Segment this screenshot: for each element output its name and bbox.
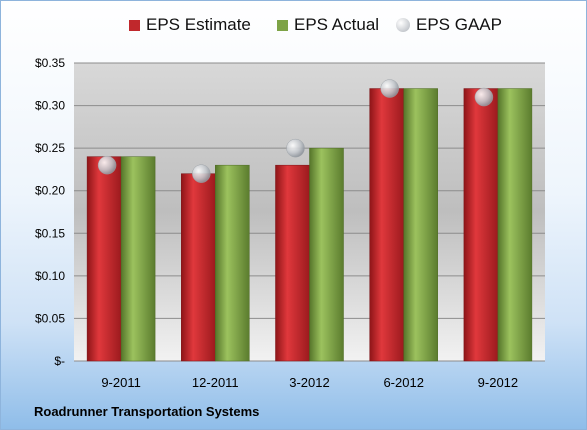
legend-label-eps-actual: EPS Actual (294, 15, 380, 34)
bar-eps-actual-9-2012 (497, 88, 533, 362)
marker-eps-gaap-6-2012 (380, 79, 399, 98)
y-tick-label: $0.20 (35, 184, 65, 198)
y-tick-label: $0.15 (35, 226, 65, 240)
x-tick-label: 12-2011 (192, 375, 239, 390)
bar-eps-actual-9-2011 (120, 156, 156, 362)
y-tick-label: $0.25 (35, 141, 65, 155)
bar-eps-actual-6-2012 (403, 88, 438, 362)
bar-eps-estimate-9-2012 (463, 88, 499, 362)
bar-eps-actual-12-2011 (215, 164, 250, 362)
bar-eps-estimate-3-2012 (275, 164, 310, 362)
x-tick-label: 3-2012 (289, 375, 329, 390)
marker-eps-gaap-12-2011 (192, 164, 211, 183)
x-tick-label: 9-2011 (101, 375, 141, 390)
y-tick-label: $- (54, 354, 65, 368)
x-tick-label: 6-2012 (383, 375, 423, 390)
y-tick-label: $0.35 (35, 56, 65, 70)
marker-eps-gaap-9-2011 (97, 155, 117, 175)
legend: EPS Estimate EPS Actual EPS GAAP (1, 15, 586, 43)
bar-eps-estimate-6-2012 (369, 88, 404, 362)
bar-eps-estimate-12-2011 (181, 173, 216, 362)
legend-item-eps-estimate: EPS Estimate (129, 15, 251, 35)
legend-marker-eps-gaap (396, 18, 410, 32)
marker-eps-gaap-9-2012 (474, 87, 494, 107)
marker-eps-gaap-3-2012 (286, 138, 305, 158)
bar-eps-actual-3-2012 (309, 147, 344, 362)
company-name: Roadrunner Transportation Systems (34, 404, 260, 419)
legend-item-eps-gaap: EPS GAAP (396, 15, 502, 35)
bar-eps-estimate-9-2011 (86, 156, 122, 362)
legend-label-eps-gaap: EPS GAAP (416, 15, 502, 34)
y-tick-label: $0.30 (35, 99, 65, 113)
legend-swatch-eps-actual (277, 19, 288, 31)
legend-swatch-eps-estimate (129, 19, 140, 31)
y-tick-label: $0.10 (35, 269, 65, 283)
x-tick-label: 9-2012 (478, 375, 518, 390)
legend-item-eps-actual: EPS Actual (277, 15, 379, 35)
legend-label-eps-estimate: EPS Estimate (146, 15, 251, 34)
y-tick-label: $0.05 (35, 311, 65, 325)
